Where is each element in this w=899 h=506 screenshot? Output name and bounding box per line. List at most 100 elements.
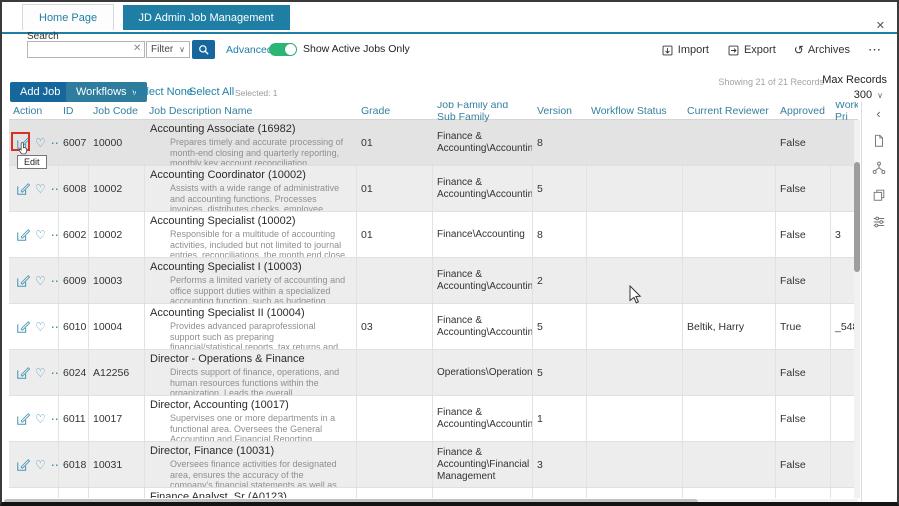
collapse-panel-chevron-icon[interactable]: ‹ xyxy=(876,106,881,121)
edit-icon[interactable] xyxy=(16,320,30,334)
cell-grade xyxy=(357,396,433,441)
copy-pages-icon[interactable] xyxy=(872,188,886,202)
workflow-map-icon[interactable] xyxy=(872,161,886,175)
cell-version xyxy=(533,488,587,498)
column-header[interactable]: Version xyxy=(537,104,573,117)
cell-job-description: Accounting Specialist I (10003) Performs … xyxy=(145,258,357,303)
document-preview-icon[interactable] xyxy=(872,134,886,148)
hand-cursor-icon xyxy=(17,141,31,162)
horizontal-scrollbar-thumb[interactable] xyxy=(4,499,698,502)
edit-icon[interactable] xyxy=(16,366,30,380)
row-more-actions-icon[interactable]: ⋯ xyxy=(51,321,58,333)
row-more-actions-icon[interactable]: ⋯ xyxy=(51,183,58,195)
favorite-heart-icon[interactable]: ♡ xyxy=(35,227,46,242)
edit-icon[interactable] xyxy=(16,274,30,288)
row-actions: ♡⋯ xyxy=(9,258,59,303)
cell-version: 5 xyxy=(533,304,587,349)
toggle-knob xyxy=(285,44,296,55)
favorite-heart-icon[interactable]: ♡ xyxy=(35,457,46,472)
column-header[interactable]: Workflow Pri xyxy=(835,102,858,123)
cell-job-code xyxy=(89,488,145,498)
row-more-actions-icon[interactable]: ⋯ xyxy=(51,137,58,149)
cell-grade xyxy=(357,488,433,498)
search-button[interactable] xyxy=(192,40,215,59)
row-actions: ♡⋯ xyxy=(9,350,59,395)
favorite-heart-icon[interactable]: ♡ xyxy=(35,181,46,196)
favorite-heart-icon[interactable]: ♡ xyxy=(35,365,46,380)
vertical-scrollbar-thumb[interactable] xyxy=(854,162,860,272)
chevron-down-icon: ∨ xyxy=(877,91,883,100)
clear-search-icon[interactable]: ✕ xyxy=(133,43,142,54)
favorite-heart-icon[interactable]: ♡ xyxy=(35,411,46,426)
max-records-value: 300 xyxy=(853,89,873,101)
cell-version: 5 xyxy=(533,350,587,395)
column-header[interactable]: Grade xyxy=(361,104,391,117)
row-more-actions-icon[interactable]: ⋯ xyxy=(51,229,58,241)
cell-id: 6007 xyxy=(59,120,89,165)
select-none-link[interactable]: Select None xyxy=(133,86,193,98)
favorite-heart-icon[interactable]: ♡ xyxy=(35,135,46,150)
cell-id: 6010 xyxy=(59,304,89,349)
horizontal-scrollbar[interactable] xyxy=(4,499,858,502)
column-header[interactable]: Job Family and Sub Family xyxy=(437,102,509,123)
cell-grade: 01 xyxy=(357,120,433,165)
export-button[interactable]: Export xyxy=(727,44,776,57)
cell-id: 6024 xyxy=(59,350,89,395)
add-job-button[interactable]: Add Job xyxy=(10,82,71,102)
row-more-actions-icon[interactable]: ⋯ xyxy=(51,367,58,379)
row-more-actions-icon[interactable]: ⋯ xyxy=(51,275,58,287)
cell-job-code: A12256 xyxy=(89,350,145,395)
edit-icon[interactable] xyxy=(16,412,30,426)
column-header[interactable]: Approved xyxy=(780,104,825,117)
favorite-heart-icon[interactable]: ♡ xyxy=(35,319,46,334)
workflows-button[interactable]: Workflows ∨ xyxy=(66,82,148,102)
column-header[interactable]: Workflow Status xyxy=(591,104,667,117)
cell-workflow-status xyxy=(587,488,683,498)
filter-sliders-icon[interactable] xyxy=(872,215,886,229)
select-all-link[interactable]: Select All xyxy=(189,86,235,98)
column-header[interactable]: Job Code xyxy=(93,104,138,117)
job-title: Director - Operations & Finance xyxy=(150,353,305,365)
row-more-actions-icon[interactable]: ⋯ xyxy=(51,459,58,471)
search-input[interactable] xyxy=(27,41,145,58)
archives-button[interactable]: ↺ Archives xyxy=(794,43,850,57)
import-button[interactable]: Import xyxy=(661,44,709,57)
side-panel: ‹ xyxy=(861,102,895,502)
max-records-select[interactable]: 300 ∨ xyxy=(854,89,883,101)
column-header[interactable]: Job Description Name xyxy=(149,104,253,117)
column-header[interactable]: Action xyxy=(13,104,43,117)
edit-icon[interactable] xyxy=(16,458,30,472)
row-more-actions-icon[interactable]: ⋯ xyxy=(51,413,58,425)
filter-dropdown[interactable]: Filter ∨ xyxy=(146,41,190,58)
cell-job-code: 10002 xyxy=(89,212,145,257)
column-header[interactable]: ID xyxy=(63,104,74,117)
column-header[interactable]: Current Reviewer xyxy=(687,104,769,117)
more-options-icon[interactable]: ⋯ xyxy=(868,42,881,57)
job-description-text: Oversees finance activities for designat… xyxy=(170,459,337,487)
vertical-scrollbar[interactable] xyxy=(854,120,860,498)
cell-grade: 01 xyxy=(357,212,433,257)
edit-icon[interactable] xyxy=(16,182,30,196)
advanced-link[interactable]: Advanced xyxy=(226,44,273,56)
close-icon[interactable]: ✕ xyxy=(875,20,885,32)
tab-bar: Home Page JD Admin Job Management xyxy=(2,4,897,34)
selected-count: Selected: 1 xyxy=(235,88,278,98)
favorite-heart-icon[interactable]: ♡ xyxy=(35,273,46,288)
cell-current-reviewer xyxy=(683,258,776,303)
table-row[interactable]: Finance Analyst, Sr (A0123) xyxy=(9,488,858,498)
tab-jd-admin-job-management[interactable]: JD Admin Job Management xyxy=(122,5,290,30)
cell-current-reviewer: Beltik, Harry xyxy=(683,304,776,349)
edit-icon[interactable] xyxy=(16,228,30,242)
header-actions: Import Export ↺ Archives ⋯ xyxy=(661,42,881,58)
tab-home-page[interactable]: Home Page xyxy=(22,4,115,30)
show-active-jobs-toggle[interactable] xyxy=(269,43,297,56)
